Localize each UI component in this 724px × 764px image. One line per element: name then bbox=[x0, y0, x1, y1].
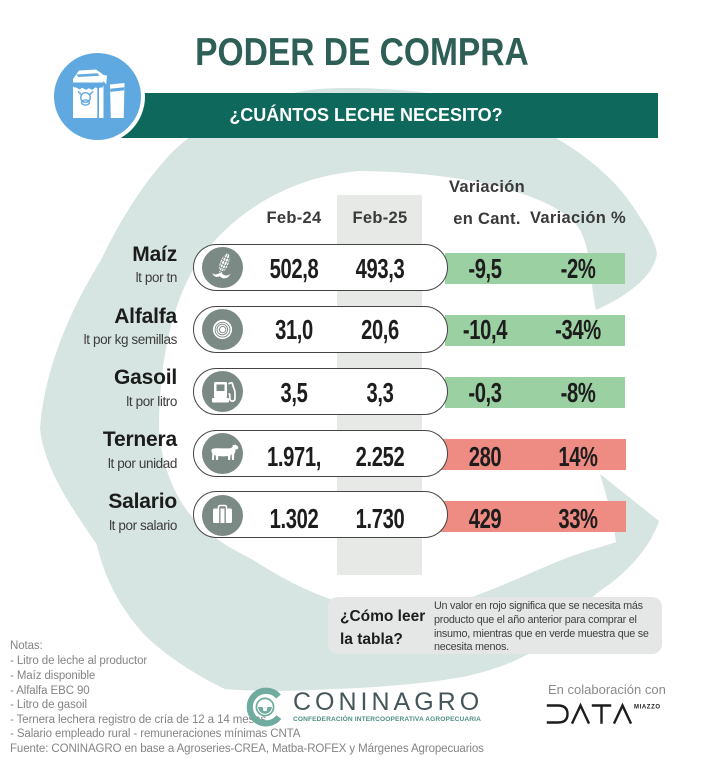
svg-text:MIAZZO: MIAZZO bbox=[634, 705, 661, 711]
